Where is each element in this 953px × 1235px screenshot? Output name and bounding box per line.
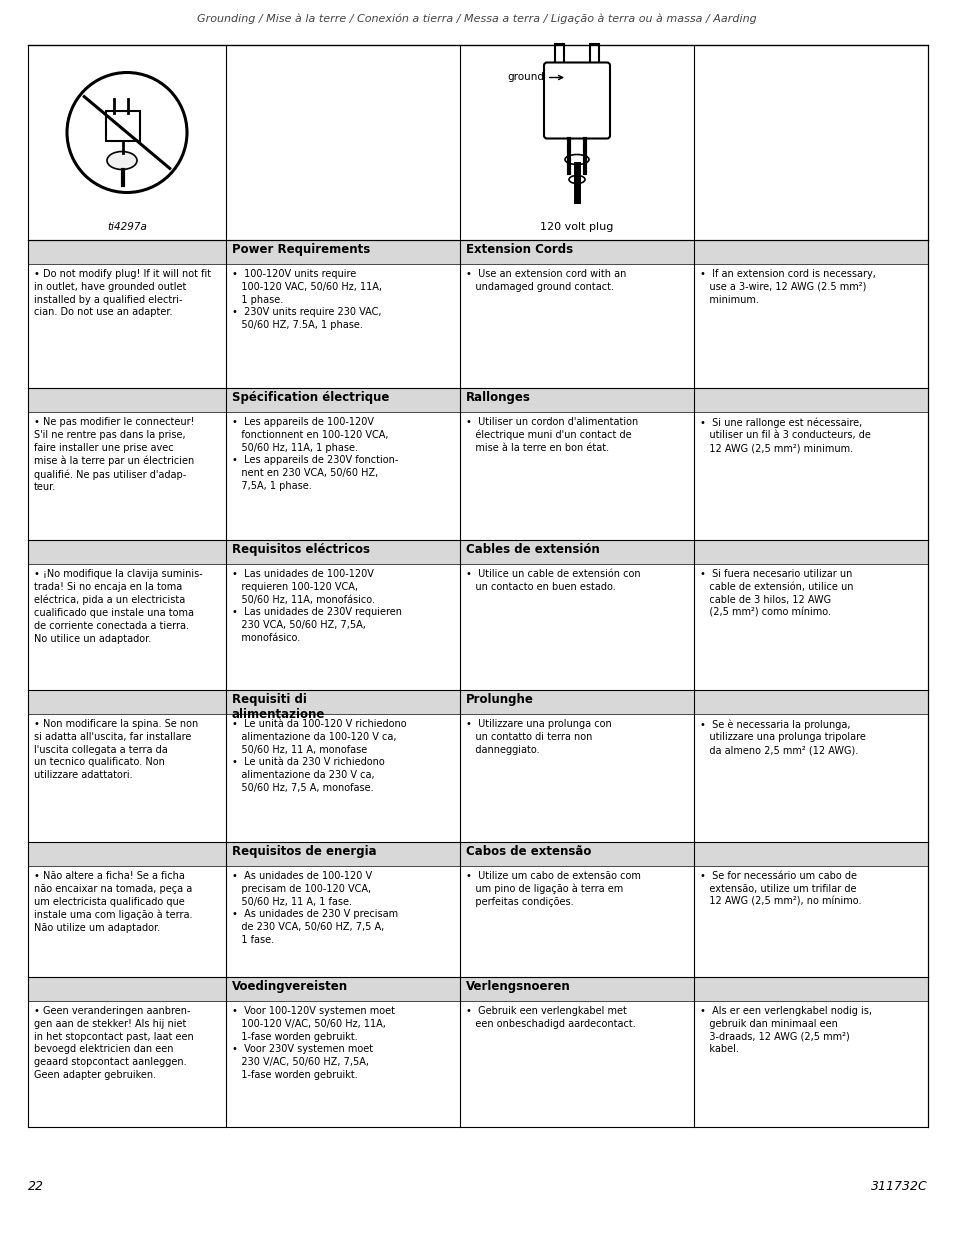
Text: ti4297a: ti4297a xyxy=(107,222,147,232)
Text: • ¡No modifique la clavija suminis-
trada! Si no encaja en la toma
eléctrica, pi: • ¡No modifique la clavija suminis- trad… xyxy=(34,569,203,643)
Ellipse shape xyxy=(107,152,137,169)
Text: • Do not modify plug! If it will not fit
in outlet, have grounded outlet
install: • Do not modify plug! If it will not fit… xyxy=(34,269,211,317)
Text: • Non modificare la spina. Se non
si adatta all'uscita, far installare
l'uscita : • Non modificare la spina. Se non si ada… xyxy=(34,719,198,781)
Text: Grounding / Mise à la terre / Conexión a tierra / Messa a terra / Ligação à terr: Grounding / Mise à la terre / Conexión a… xyxy=(197,14,756,23)
Text: Rallonges: Rallonges xyxy=(465,391,530,404)
Bar xyxy=(693,977,927,1002)
Bar xyxy=(28,540,226,564)
Text: Cabos de extensão: Cabos de extensão xyxy=(465,845,591,858)
Text: •  Si fuera necesario utilizar un
   cable de extensión, utilice un
   cable de : • Si fuera necesario utilizar un cable d… xyxy=(700,569,853,618)
Text: 120 volt plug: 120 volt plug xyxy=(539,222,613,232)
Text: •  Utilize um cabo de extensão com
   um pino de ligação à terra em
   perfeitas: • Utilize um cabo de extensão com um pin… xyxy=(465,871,640,908)
Text: Cables de extensión: Cables de extensión xyxy=(465,543,599,556)
Bar xyxy=(226,842,459,866)
Text: •  Se è necessaria la prolunga,
   utilizzare una prolunga tripolare
   da almen: • Se è necessaria la prolunga, utilizzar… xyxy=(700,719,865,755)
Text: •  Gebruik een verlengkabel met
   een onbeschadigd aardecontact.: • Gebruik een verlengkabel met een onbes… xyxy=(465,1007,635,1029)
Text: •  As unidades de 100-120 V
   precisam de 100-120 VCA,
   50/60 Hz, 11 A, 1 fas: • As unidades de 100-120 V precisam de 1… xyxy=(232,871,397,945)
Bar xyxy=(693,540,927,564)
Text: • Ne pas modifier le connecteur!
S'il ne rentre pas dans la prise,
faire install: • Ne pas modifier le connecteur! S'il ne… xyxy=(34,417,194,493)
Bar xyxy=(459,977,693,1002)
Bar xyxy=(226,690,459,714)
Bar xyxy=(459,540,693,564)
Bar xyxy=(693,388,927,412)
Text: •  Utilice un cable de extensión con
   un contacto en buen estado.: • Utilice un cable de extensión con un c… xyxy=(465,569,640,592)
Bar xyxy=(693,690,927,714)
Ellipse shape xyxy=(564,154,588,164)
Bar xyxy=(555,43,563,65)
Text: •  Utiliser un cordon d'alimentation
   électrique muni d'un contact de
   mise : • Utiliser un cordon d'alimentation élec… xyxy=(465,417,638,453)
Text: •  Als er een verlengkabel nodig is,
   gebruik dan minimaal een
   3-draads, 12: • Als er een verlengkabel nodig is, gebr… xyxy=(700,1007,871,1055)
Bar xyxy=(226,240,459,264)
Bar xyxy=(106,110,140,141)
Text: Spécification électrique: Spécification électrique xyxy=(232,391,389,404)
Text: • Geen veranderingen aanbren-
gen aan de stekker! Als hij niet
in het stopcontac: • Geen veranderingen aanbren- gen aan de… xyxy=(34,1007,193,1079)
Bar xyxy=(226,540,459,564)
Bar xyxy=(693,240,927,264)
Text: Requisiti di
alimentazione: Requisiti di alimentazione xyxy=(232,693,325,721)
Bar xyxy=(693,842,927,866)
Bar xyxy=(28,240,226,264)
Text: •  Las unidades de 100-120V
   requieren 100-120 VCA,
   50/60 Hz, 11A, monofási: • Las unidades de 100-120V requieren 100… xyxy=(232,569,401,643)
Text: •  100-120V units require
   100-120 VAC, 50/60 Hz, 11A,
   1 phase.
•  230V uni: • 100-120V units require 100-120 VAC, 50… xyxy=(232,269,381,330)
Text: Requisitos eléctricos: Requisitos eléctricos xyxy=(232,543,370,556)
Bar xyxy=(226,977,459,1002)
FancyBboxPatch shape xyxy=(543,63,609,138)
Bar xyxy=(28,977,226,1002)
Bar xyxy=(226,388,459,412)
Bar xyxy=(28,388,226,412)
Text: •  If an extension cord is necessary,
   use a 3-wire, 12 AWG (2.5 mm²)
   minim: • If an extension cord is necessary, use… xyxy=(700,269,875,305)
Text: 311732C: 311732C xyxy=(870,1179,927,1193)
Bar xyxy=(459,690,693,714)
Text: •  Les appareils de 100-120V
   fonctionnent en 100-120 VCA,
   50/60 Hz, 11A, 1: • Les appareils de 100-120V fonctionnent… xyxy=(232,417,398,492)
Text: •  Utilizzare una prolunga con
   un contatto di terra non
   danneggiato.: • Utilizzare una prolunga con un contatt… xyxy=(465,719,611,755)
Text: 22: 22 xyxy=(28,1179,44,1193)
Text: Voedingvereisten: Voedingvereisten xyxy=(232,981,348,993)
Text: •  Voor 100-120V systemen moet
   100-120 V/AC, 50/60 Hz, 11A,
   1-fase worden : • Voor 100-120V systemen moet 100-120 V/… xyxy=(232,1007,395,1079)
Bar xyxy=(459,240,693,264)
Text: •  Se for necessário um cabo de
   extensão, utilize um trifilar de
   12 AWG (2: • Se for necessário um cabo de extensão,… xyxy=(700,871,861,906)
Bar xyxy=(28,690,226,714)
Text: Prolunghe: Prolunghe xyxy=(465,693,534,706)
Text: ground: ground xyxy=(506,73,562,83)
Text: Verlengsnoeren: Verlengsnoeren xyxy=(465,981,570,993)
FancyBboxPatch shape xyxy=(569,63,583,89)
Bar xyxy=(459,388,693,412)
Text: •  Le unità da 100-120 V richiedono
   alimentazione da 100-120 V ca,
   50/60 H: • Le unità da 100-120 V richiedono alime… xyxy=(232,719,406,793)
Bar xyxy=(459,842,693,866)
Bar xyxy=(589,43,598,65)
Text: • Não altere a ficha! Se a ficha
não encaixar na tomada, peça a
um electricista : • Não altere a ficha! Se a ficha não enc… xyxy=(34,871,193,932)
Text: Requisitos de energia: Requisitos de energia xyxy=(232,845,376,858)
Bar xyxy=(28,842,226,866)
Text: •  Si une rallonge est nécessaire,
   utiliser un fil à 3 conducteurs, de
   12 : • Si une rallonge est nécessaire, utilis… xyxy=(700,417,870,453)
Ellipse shape xyxy=(568,175,584,184)
Text: Power Requirements: Power Requirements xyxy=(232,243,370,256)
Text: Extension Cords: Extension Cords xyxy=(465,243,573,256)
Text: •  Use an extension cord with an
   undamaged ground contact.: • Use an extension cord with an undamage… xyxy=(465,269,626,291)
